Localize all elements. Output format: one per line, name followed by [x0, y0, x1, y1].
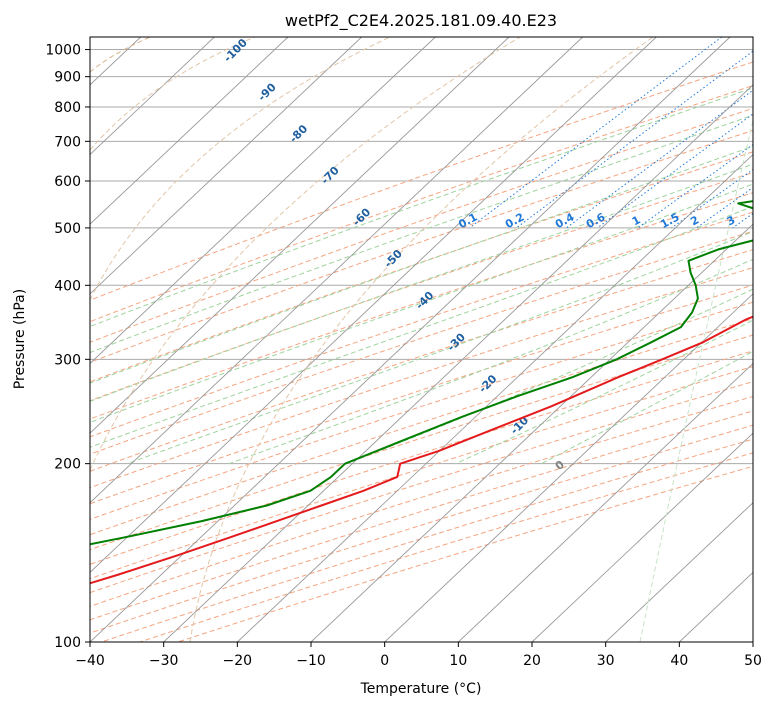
iso-curve-line [90, 37, 521, 471]
isotherm-line [90, 37, 436, 365]
y-tick-label: 300 [54, 352, 81, 368]
isobar-grid [90, 49, 753, 642]
temperature-profile-line [90, 315, 753, 585]
x-axis-label: Temperature (°C) [360, 681, 482, 697]
iso-curve-line [90, 37, 391, 301]
moist-adiabats [90, 87, 753, 465]
x-tick-label: 50 [744, 653, 762, 669]
y-tick-label: 400 [54, 278, 81, 294]
moist-adiabat-line [90, 145, 753, 384]
y-tick-label: 700 [54, 134, 81, 150]
isotherm-grid [90, 37, 753, 642]
mixing-ratio-label: 4 [751, 213, 764, 228]
x-tick-label: 0 [380, 653, 389, 669]
dry-adiabat-line [90, 211, 753, 438]
isotherm-line [531, 432, 753, 642]
isotherm-line [90, 37, 583, 504]
dry-adiabat-line [90, 172, 753, 402]
moist-adiabat-line [455, 319, 753, 465]
isotherm-line [605, 502, 753, 642]
y-tick-label: 100 [54, 635, 81, 651]
isotherm-line [163, 84, 753, 642]
moist-adiabat-line [90, 114, 753, 354]
iso-curves [90, 37, 753, 642]
isotherm-line [90, 37, 510, 434]
isotherm-line [90, 37, 362, 295]
x-tick-label: −10 [296, 653, 326, 669]
isotherm-line [90, 37, 731, 642]
x-tick-label: −40 [75, 653, 105, 669]
mixing-ratio-line [637, 143, 753, 229]
y-tick-label: 600 [54, 174, 81, 190]
y-axis-label: Pressure (hPa) [12, 289, 28, 389]
mixing-ratio-line [566, 89, 753, 229]
dry-adiabat-line [90, 151, 753, 383]
plot-frame [89, 36, 754, 643]
iso-curve-line [189, 37, 654, 642]
y-tick-label: 900 [54, 70, 81, 86]
x-tick-label: 10 [449, 653, 467, 669]
dry-adiabat-line [90, 230, 753, 455]
x-tick-label: 20 [523, 653, 541, 669]
x-axis: −40 −30 −20 −10 0 10 20 30 40 50 [75, 642, 762, 669]
moist-adiabat-line [90, 163, 753, 402]
dry-adiabat-line [90, 249, 753, 472]
y-axis: 1000 900 800 700 600 500 400 300 200 100 [45, 43, 90, 651]
moist-adiabat-line [90, 87, 753, 328]
x-tick-label: −30 [149, 653, 179, 669]
mixing-ratio-line [469, 37, 723, 229]
isotherm-line [90, 37, 657, 573]
y-tick-label: 1000 [45, 43, 81, 59]
iso-curve-line [639, 119, 753, 642]
dry-adiabat-line [90, 107, 753, 343]
isotherm-line [237, 153, 753, 642]
x-tick-label: −20 [223, 653, 253, 669]
dewpoint-profile-line [90, 200, 753, 546]
sounding-series [90, 200, 753, 585]
isotherm-line [90, 37, 215, 156]
x-tick-label: 40 [670, 653, 688, 669]
isotherm-line [384, 293, 753, 642]
y-tick-label: 200 [54, 457, 81, 473]
y-tick-label: 800 [54, 100, 81, 116]
y-tick-label: 500 [54, 221, 81, 237]
x-tick-label: 30 [597, 653, 615, 669]
chart-title: wetPf2_C2E4.2025.181.09.40.E23 [285, 11, 557, 31]
mixing-ratio-line [597, 113, 753, 229]
isotherm-line [310, 223, 753, 642]
isotherm-line [90, 37, 289, 225]
plot-area: 0.10.20.40.611.52346810131620253036-100-… [90, 37, 764, 642]
dry-adiabat-line [90, 192, 753, 420]
moist-adiabat-line [127, 231, 753, 465]
isotherm-line [458, 362, 753, 642]
mixing-ratio-lines [469, 37, 753, 229]
dry-adiabat-line [90, 61, 753, 301]
dry-adiabat-line [90, 85, 753, 323]
